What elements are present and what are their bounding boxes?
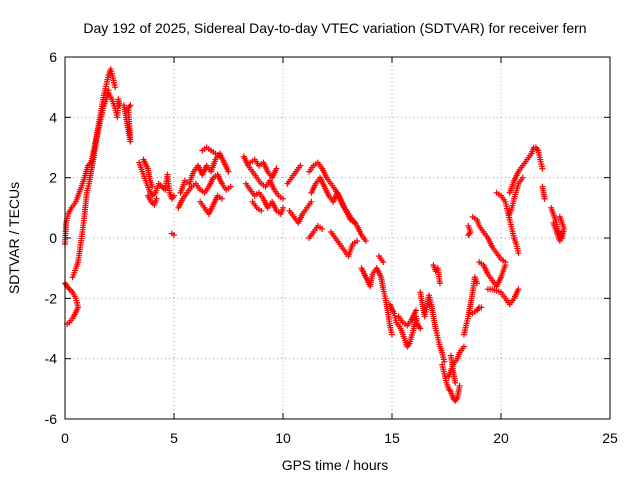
x-tick-label: 10 bbox=[275, 430, 291, 446]
data-point bbox=[559, 228, 566, 235]
data-point bbox=[127, 102, 134, 109]
data-point bbox=[319, 225, 326, 232]
data-point bbox=[502, 262, 509, 269]
data-point bbox=[171, 192, 177, 199]
data-point bbox=[436, 280, 443, 287]
data-point bbox=[308, 198, 315, 205]
data-point bbox=[273, 165, 280, 172]
axis-ticks bbox=[64, 56, 611, 420]
data-point bbox=[412, 307, 419, 314]
data-point bbox=[280, 204, 286, 211]
y-tick-labels: -6 -4 -2 0 2 4 6 bbox=[45, 49, 58, 427]
data-point bbox=[149, 183, 156, 190]
data-point bbox=[227, 183, 234, 190]
y-tick-label: 0 bbox=[49, 230, 57, 246]
x-tick-label: 20 bbox=[493, 430, 509, 446]
data-point bbox=[556, 213, 563, 220]
data-point bbox=[380, 259, 387, 266]
data-point bbox=[225, 168, 232, 175]
data-point bbox=[519, 174, 526, 181]
y-tick-label: -4 bbox=[45, 351, 58, 367]
data-point bbox=[456, 382, 463, 389]
data-point bbox=[474, 280, 481, 287]
data-point bbox=[362, 238, 369, 245]
x-tick-labels: 0 5 10 15 20 25 bbox=[61, 430, 618, 446]
data-point bbox=[539, 165, 546, 172]
x-tick-label: 0 bbox=[61, 430, 69, 446]
data-point bbox=[171, 231, 177, 238]
y-tick-label: -2 bbox=[45, 290, 58, 306]
x-tick-label: 15 bbox=[384, 430, 400, 446]
data-point bbox=[515, 250, 522, 257]
data-point bbox=[465, 231, 472, 238]
x-tick-label: 5 bbox=[170, 430, 178, 446]
data-point bbox=[441, 358, 448, 365]
data-point bbox=[541, 195, 548, 202]
x-tick-label: 25 bbox=[602, 430, 618, 446]
y-tick-label: 6 bbox=[49, 49, 57, 65]
data-point bbox=[389, 331, 395, 338]
data-point bbox=[153, 195, 160, 202]
data-point bbox=[280, 195, 286, 202]
y-tick-label: -6 bbox=[45, 411, 58, 427]
data-point bbox=[112, 84, 119, 91]
y-tick-label: 2 bbox=[49, 170, 57, 186]
data-point bbox=[216, 153, 223, 160]
data-point bbox=[351, 219, 358, 226]
data-point bbox=[297, 162, 304, 169]
data-point bbox=[478, 304, 485, 311]
data-marks bbox=[62, 66, 568, 404]
y-axis-label: SDTVAR / TECUs bbox=[6, 182, 22, 294]
data-point bbox=[452, 379, 459, 386]
chart-title: Day 192 of 2025, Sidereal Day-to-day VTE… bbox=[83, 20, 586, 36]
data-point bbox=[258, 207, 265, 214]
data-point bbox=[460, 343, 467, 350]
data-point bbox=[515, 286, 522, 293]
data-point bbox=[417, 325, 424, 332]
data-point bbox=[218, 195, 225, 202]
data-point bbox=[354, 238, 361, 245]
x-axis-label: GPS time / hours bbox=[282, 457, 389, 473]
y-tick-label: 4 bbox=[49, 109, 57, 125]
